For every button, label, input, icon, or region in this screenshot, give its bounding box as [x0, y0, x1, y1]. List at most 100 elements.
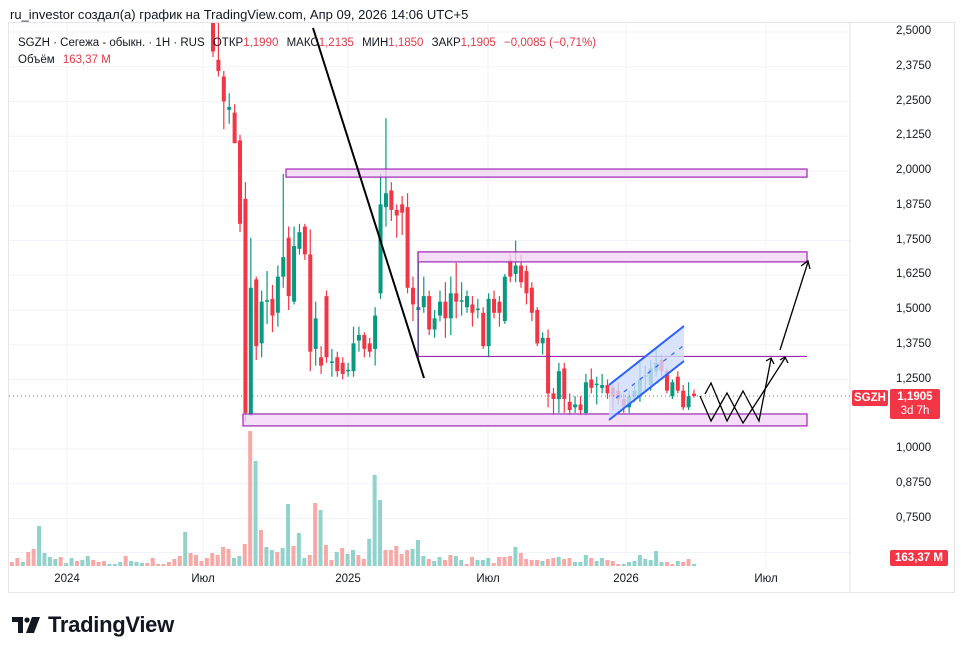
volume-bar — [221, 547, 226, 566]
volume-bar — [675, 561, 680, 566]
volume-bar — [643, 559, 648, 566]
time-tick-label: Июл — [191, 573, 215, 585]
volume-bar — [432, 561, 437, 566]
price-tick-label: 1,0000 — [896, 442, 932, 454]
candle-body — [324, 296, 329, 358]
volume-bar — [654, 551, 659, 566]
candle-body — [692, 393, 696, 397]
candle-body — [329, 361, 334, 363]
chart-caption: ru_investor создал(а) график на TradingV… — [10, 7, 469, 22]
volume-bar — [183, 532, 188, 566]
volume-bar — [10, 562, 14, 566]
volume-bar — [210, 553, 215, 566]
symbol-price-tag: SGZH — [852, 390, 888, 406]
bar-countdown: 3d 7h — [900, 405, 930, 417]
candle-body — [578, 404, 583, 411]
candle-body — [675, 376, 680, 391]
projection-path — [699, 357, 786, 425]
volume-bar — [26, 552, 31, 566]
volume-bar — [475, 560, 480, 566]
candle-body — [583, 382, 588, 413]
candle-body — [562, 368, 567, 399]
candle-body — [475, 308, 480, 311]
open-value: 1,1990 — [243, 37, 279, 49]
volume-bar — [681, 562, 686, 566]
candle-body — [427, 296, 432, 330]
volume-bar — [37, 526, 42, 566]
candle-body — [216, 59, 221, 71]
candle-body — [308, 254, 313, 352]
volume-bar — [139, 563, 144, 566]
time-tick-label: Июл — [754, 573, 778, 585]
brand-name: TradingView — [48, 612, 174, 637]
volume-bar — [388, 550, 393, 566]
volume-bar — [145, 563, 150, 566]
candle-body — [286, 237, 291, 297]
candle-body — [211, 23, 215, 52]
candle-body — [400, 204, 405, 213]
volume-bar — [551, 558, 556, 566]
price-tick-label: 2,5000 — [896, 25, 932, 37]
volume-bar — [610, 561, 615, 566]
candle-body — [254, 279, 259, 347]
volume-bar — [453, 556, 458, 566]
candle-body — [356, 335, 361, 341]
volume-bar — [524, 559, 529, 566]
volume-bar — [415, 540, 420, 566]
candle-body — [600, 385, 605, 388]
volume-bar — [486, 558, 491, 566]
symbol-info[interactable]: SGZH · Сегежа - обыкн. · 1H · RUS — [18, 37, 205, 49]
candle-body — [443, 301, 448, 319]
candle-body — [238, 140, 243, 224]
volume-bar — [383, 550, 388, 566]
candle-body — [335, 357, 340, 372]
resistance-zone-top — [285, 168, 808, 178]
volume-bar — [686, 559, 691, 566]
volume-bar — [351, 550, 355, 566]
volume-bar — [264, 547, 269, 566]
candle-body — [373, 315, 378, 349]
volume-bar — [64, 563, 69, 566]
volume-bar — [410, 549, 415, 566]
volume-bar — [280, 548, 285, 566]
last-price-tag: 1,1905 3d 7h — [890, 389, 940, 419]
symbol-legend: SGZH · Сегежа - обыкн. · 1H · RUS ОТКР1,… — [18, 35, 596, 69]
volume-bar — [156, 564, 161, 566]
candle-body — [367, 343, 372, 352]
candle-body — [248, 287, 253, 416]
volume-bar — [204, 558, 209, 566]
candle-body — [259, 301, 264, 344]
volume-bar — [426, 559, 431, 566]
close-label: ЗАКР — [431, 37, 461, 49]
volume-bar — [529, 560, 534, 566]
projection-path — [704, 358, 772, 423]
tradingview-logo[interactable]: TradingView — [12, 612, 174, 638]
volume-bar — [616, 564, 621, 566]
candle-body — [227, 107, 232, 110]
arrow-head-icon — [765, 356, 789, 365]
candle-body — [275, 276, 280, 313]
volume-bar — [692, 563, 696, 566]
volume-bar — [74, 561, 79, 566]
price-tick-label: 0,8750 — [896, 476, 932, 489]
price-tick-label: 2,0000 — [896, 164, 932, 176]
volume-bar — [47, 557, 52, 566]
volume-bar — [150, 558, 155, 566]
volume-bar — [556, 557, 561, 566]
volume-bar — [340, 548, 345, 566]
volume-bar — [15, 558, 20, 566]
time-tick-label: 2025 — [335, 573, 361, 585]
channel-midline — [615, 345, 684, 399]
candle-body — [686, 396, 691, 408]
candle-body — [459, 300, 464, 302]
candle-body — [594, 383, 599, 386]
price-tick-label: 1,3750 — [896, 337, 932, 350]
volume-bar — [464, 564, 469, 566]
price-tick-label: 2,2500 — [896, 94, 932, 107]
volume-bar — [659, 562, 664, 566]
candle-body — [346, 369, 351, 372]
price-tick-label: 1,8750 — [896, 198, 932, 211]
volume-bar — [307, 555, 312, 566]
candle-body — [394, 209, 399, 216]
